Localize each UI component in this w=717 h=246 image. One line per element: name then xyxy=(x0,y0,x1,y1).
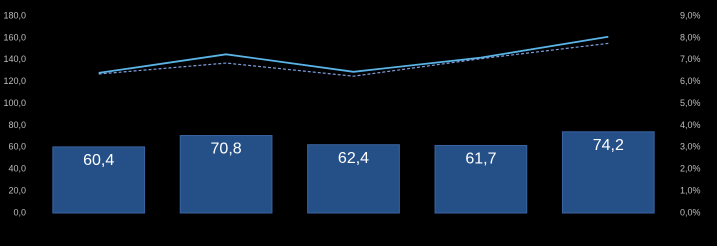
line xyxy=(98,42,609,77)
data-label: 62,4 xyxy=(338,150,369,167)
data-label: 61,7 xyxy=(465,151,496,168)
bar xyxy=(307,144,400,214)
y2-tick-label: 5,0% xyxy=(680,98,701,108)
y2-tick-label: 3,0% xyxy=(680,142,701,152)
y-tick-label: 140,0 xyxy=(3,54,26,64)
y2-tick-label: 0,0% xyxy=(680,207,701,217)
y2-tick-label: 8,0% xyxy=(680,32,701,42)
y-tick-label: 100,0 xyxy=(3,98,26,108)
bar xyxy=(434,144,528,214)
y2-tick-label: 7,0% xyxy=(680,54,701,64)
y2-tick-label: 2,0% xyxy=(680,164,701,174)
data-label: 74,2 xyxy=(593,137,624,154)
y2-tick-label: 1,0% xyxy=(680,185,701,195)
bar xyxy=(561,131,655,214)
y-tick-label: 180,0 xyxy=(3,10,26,20)
bar xyxy=(179,135,273,214)
data-label: 60,4 xyxy=(83,152,114,169)
y-tick-label: 60,0 xyxy=(8,142,26,152)
bar xyxy=(52,146,146,214)
line xyxy=(98,35,609,74)
y2-tick-label: 9,0% xyxy=(680,10,701,20)
y2-tick-label: 4,0% xyxy=(680,120,701,130)
y-tick-label: 160,0 xyxy=(3,32,26,42)
y-tick-label: 120,0 xyxy=(3,76,26,86)
y-tick-label: 20,0 xyxy=(8,185,26,195)
y-tick-label: 40,0 xyxy=(8,164,26,174)
data-label: 70,8 xyxy=(211,141,242,158)
y2-tick-label: 6,0% xyxy=(680,76,701,86)
y-tick-label: 0,0 xyxy=(13,207,26,217)
y-tick-label: 80,0 xyxy=(8,120,26,130)
